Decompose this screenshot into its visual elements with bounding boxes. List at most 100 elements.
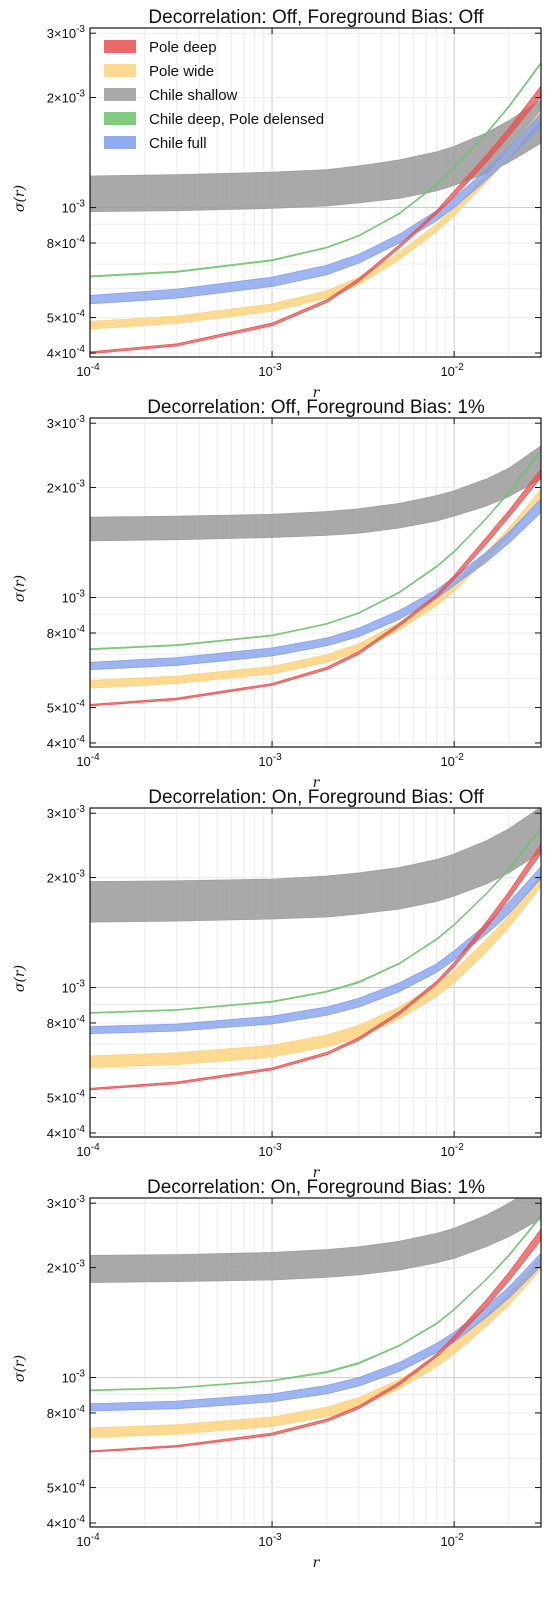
band-pole-deep <box>90 468 541 707</box>
legend-label: Chile deep, Pole delensed <box>149 111 324 128</box>
chart-svg: 10-4 10-3 10-2 3×10-3 2×10-3 10-3 8×10-4 5×10-4… <box>12 1177 542 1570</box>
x-tick-label: 10-4 <box>76 1532 100 1549</box>
x-ticks: 10-4 10-3 10-2 <box>76 418 464 769</box>
x-axis-label: r <box>313 1555 321 1570</box>
chart-panel-1: 10-4 10-3 10-2 3×10-3 2×10-3 10-3 8×10-4 5×10-4… <box>0 0 556 400</box>
x-tick-label: 10-2 <box>440 1532 464 1549</box>
band-chile-deep-pole-delensed <box>90 448 541 651</box>
axes-frame <box>89 27 542 358</box>
y-tick-label: 3×10-3 <box>47 804 86 821</box>
axes-frame <box>89 1197 542 1528</box>
chart-svg: 10-4 10-3 10-2 3×10-3 2×10-3 10-3 8×10-4 5×10-4… <box>12 787 542 1180</box>
y-tick-label: 3×10-3 <box>47 24 86 41</box>
legend-swatch <box>104 64 136 77</box>
y-ticks: 3×10-3 2×10-3 10-3 8×10-4 5×10-4 4×10-4 <box>47 804 541 1141</box>
chart-panel-3: 10-4 10-3 10-2 3×10-3 2×10-3 10-3 8×10-4 5×10-4… <box>0 780 556 1180</box>
band-chile-shallow <box>90 1198 541 1283</box>
chart-title: Decorrelation: On, Foreground Bias: 1% <box>147 1177 485 1198</box>
y-tick-label: 8×10-4 <box>47 1404 86 1421</box>
band-chile-full <box>90 112 541 305</box>
y-tick-label: 10-3 <box>62 589 86 606</box>
band-chile-deep-pole-delensed <box>90 1214 541 1392</box>
y-tick-label: 4×10-4 <box>47 734 86 751</box>
x-tick-label: 10-4 <box>76 752 100 769</box>
band-chile-shallow <box>90 99 541 212</box>
y-tick-label: 3×10-3 <box>47 414 86 431</box>
legend-swatch <box>104 136 136 149</box>
chart-panel-2: 10-4 10-3 10-2 3×10-3 2×10-3 10-3 8×10-4 5×10-4… <box>0 390 556 790</box>
band-pole-deep <box>90 85 541 355</box>
legend-label: Chile full <box>149 135 207 152</box>
series-group <box>90 445 541 707</box>
y-tick-label: 5×10-4 <box>47 699 86 716</box>
y-ticks: 3×10-3 2×10-3 10-3 8×10-4 5×10-4 4×10-4 <box>47 1194 541 1531</box>
series-group <box>90 61 541 355</box>
band-pole-wide <box>90 488 541 689</box>
y-tick-label: 5×10-4 <box>47 309 86 326</box>
x-tick-label: 10-2 <box>440 1142 464 1159</box>
x-tick-label: 10-3 <box>258 1532 282 1549</box>
y-axis-label: σ(r) <box>12 965 28 992</box>
x-tick-label: 10-3 <box>258 1142 282 1159</box>
y-tick-label: 4×10-4 <box>47 1124 86 1141</box>
y-tick-label: 2×10-3 <box>47 869 86 886</box>
y-tick-label: 10-3 <box>62 1369 86 1386</box>
y-tick-label: 8×10-4 <box>47 624 86 641</box>
band-chile-full <box>90 1252 541 1412</box>
band-pole-wide <box>90 1256 541 1439</box>
band-chile-shallow <box>90 808 541 923</box>
y-tick-label: 2×10-3 <box>47 1259 86 1276</box>
chart-title: Decorrelation: On, Foreground Bias: Off <box>148 787 484 808</box>
axes-frame <box>89 807 542 1138</box>
grid <box>89 418 542 747</box>
x-axis-label: r <box>313 1165 321 1180</box>
y-tick-label: 8×10-4 <box>47 234 86 251</box>
x-tick-label: 10-2 <box>440 752 464 769</box>
y-tick-label: 5×10-4 <box>47 1089 86 1106</box>
y-axis-label: σ(r) <box>12 185 28 212</box>
x-tick-label: 10-3 <box>258 362 282 379</box>
legend-label: Pole deep <box>149 39 217 56</box>
y-axis-label: σ(r) <box>12 1355 28 1382</box>
band-chile-full <box>90 866 541 1035</box>
legend-swatch <box>104 88 136 101</box>
x-tick-label: 10-4 <box>76 1142 100 1159</box>
y-tick-label: 3×10-3 <box>47 1194 86 1211</box>
legend-label: Chile shallow <box>149 87 238 104</box>
series-group <box>90 808 541 1091</box>
x-tick-label: 10-3 <box>258 752 282 769</box>
legend-swatch <box>104 40 136 53</box>
band-chile-deep-pole-delensed <box>90 826 541 1014</box>
y-tick-label: 10-3 <box>62 199 86 216</box>
legend: Pole deep Pole wide Chile shallow Chile dee… <box>104 39 324 152</box>
y-tick-label: 4×10-4 <box>47 1514 86 1531</box>
y-tick-label: 5×10-4 <box>47 1479 86 1496</box>
band-pole-deep <box>90 843 541 1091</box>
chart-svg: 10-4 10-3 10-2 3×10-3 2×10-3 10-3 8×10-4 5×10-4… <box>12 7 542 400</box>
y-tick-label: 8×10-4 <box>47 1014 86 1031</box>
y-ticks: 3×10-3 2×10-3 10-3 8×10-4 5×10-4 4×10-4 <box>47 414 541 751</box>
band-chile-shallow <box>90 445 541 542</box>
y-tick-label: 10-3 <box>62 979 86 996</box>
x-tick-label: 10-2 <box>440 362 464 379</box>
chart-panel-4: 10-4 10-3 10-2 3×10-3 2×10-3 10-3 8×10-4 5×10-4… <box>0 1170 556 1570</box>
y-tick-label: 2×10-3 <box>47 479 86 496</box>
y-tick-label: 2×10-3 <box>47 89 86 106</box>
y-ticks: 3×10-3 2×10-3 10-3 8×10-4 5×10-4 4×10-4 <box>47 24 541 361</box>
x-axis-label: r <box>313 385 321 400</box>
chart-title: Decorrelation: Off, Foreground Bias: 1% <box>147 397 485 418</box>
legend-label: Pole wide <box>149 63 214 80</box>
chart-title: Decorrelation: Off, Foreground Bias: Off <box>148 7 484 28</box>
band-pole-wide <box>90 873 541 1068</box>
axes-frame <box>89 417 542 748</box>
x-axis-label: r <box>313 775 321 790</box>
chart-svg: 10-4 10-3 10-2 3×10-3 2×10-3 10-3 8×10-4 5×10-4… <box>12 397 542 790</box>
x-tick-label: 10-4 <box>76 362 100 379</box>
series-group <box>90 1198 541 1453</box>
band-pole-deep <box>90 1228 541 1453</box>
band-chile-deep-pole-delensed <box>90 61 541 278</box>
band-pole-wide <box>90 110 541 330</box>
y-axis-label: σ(r) <box>12 575 28 602</box>
y-tick-label: 4×10-4 <box>47 344 86 361</box>
legend-swatch <box>104 112 136 125</box>
